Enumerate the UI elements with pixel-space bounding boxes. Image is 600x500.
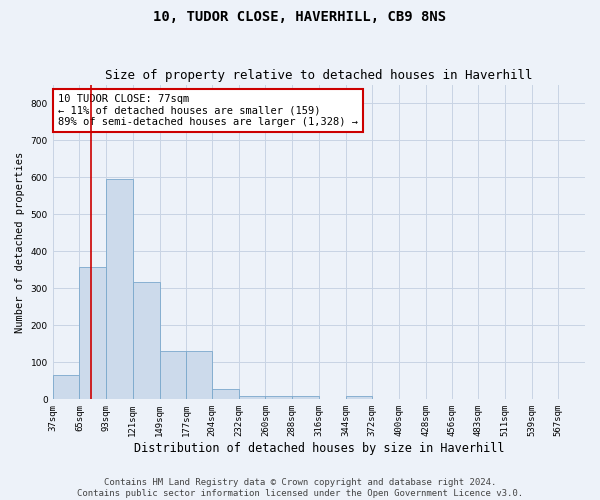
- Bar: [160, 351, 186, 400]
- Bar: [79, 267, 106, 400]
- Bar: [186, 351, 212, 400]
- Bar: [265, 396, 292, 400]
- Bar: [239, 396, 265, 400]
- Text: 10 TUDOR CLOSE: 77sqm
← 11% of detached houses are smaller (159)
89% of semi-det: 10 TUDOR CLOSE: 77sqm ← 11% of detached …: [58, 94, 358, 127]
- Bar: [346, 396, 372, 400]
- Text: Contains HM Land Registry data © Crown copyright and database right 2024.
Contai: Contains HM Land Registry data © Crown c…: [77, 478, 523, 498]
- Y-axis label: Number of detached properties: Number of detached properties: [15, 152, 25, 332]
- Bar: [106, 179, 133, 400]
- Title: Size of property relative to detached houses in Haverhill: Size of property relative to detached ho…: [105, 69, 533, 82]
- Text: 10, TUDOR CLOSE, HAVERHILL, CB9 8NS: 10, TUDOR CLOSE, HAVERHILL, CB9 8NS: [154, 10, 446, 24]
- Bar: [53, 376, 79, 400]
- Bar: [292, 396, 319, 400]
- Bar: [133, 282, 160, 400]
- X-axis label: Distribution of detached houses by size in Haverhill: Distribution of detached houses by size …: [134, 442, 504, 455]
- Bar: [212, 390, 239, 400]
